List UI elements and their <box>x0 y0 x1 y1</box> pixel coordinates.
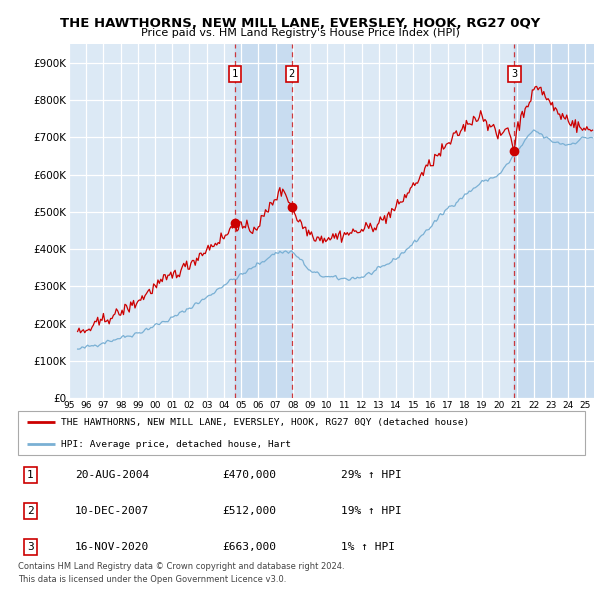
Text: THE HAWTHORNS, NEW MILL LANE, EVERSLEY, HOOK, RG27 0QY: THE HAWTHORNS, NEW MILL LANE, EVERSLEY, … <box>60 17 540 30</box>
FancyBboxPatch shape <box>18 411 585 455</box>
Text: 16-NOV-2020: 16-NOV-2020 <box>75 542 149 552</box>
Text: 3: 3 <box>27 542 34 552</box>
Text: 1% ↑ HPI: 1% ↑ HPI <box>341 542 395 552</box>
Text: 10-DEC-2007: 10-DEC-2007 <box>75 506 149 516</box>
Text: 2: 2 <box>27 506 34 516</box>
Bar <box>235 44 292 398</box>
Text: 19% ↑ HPI: 19% ↑ HPI <box>341 506 402 516</box>
Text: £512,000: £512,000 <box>222 506 276 516</box>
Text: Price paid vs. HM Land Registry's House Price Index (HPI): Price paid vs. HM Land Registry's House … <box>140 28 460 38</box>
Text: £470,000: £470,000 <box>222 470 276 480</box>
Text: Contains HM Land Registry data © Crown copyright and database right 2024.: Contains HM Land Registry data © Crown c… <box>18 562 344 571</box>
Text: This data is licensed under the Open Government Licence v3.0.: This data is licensed under the Open Gov… <box>18 575 286 584</box>
Text: 2: 2 <box>289 69 295 79</box>
Text: 1: 1 <box>27 470 34 480</box>
Text: £663,000: £663,000 <box>222 542 276 552</box>
Bar <box>514 44 594 398</box>
Text: 1: 1 <box>232 69 238 79</box>
Text: HPI: Average price, detached house, Hart: HPI: Average price, detached house, Hart <box>61 440 290 449</box>
Text: THE HAWTHORNS, NEW MILL LANE, EVERSLEY, HOOK, RG27 0QY (detached house): THE HAWTHORNS, NEW MILL LANE, EVERSLEY, … <box>61 418 469 427</box>
Text: 20-AUG-2004: 20-AUG-2004 <box>75 470 149 480</box>
Text: 3: 3 <box>511 69 518 79</box>
Text: 29% ↑ HPI: 29% ↑ HPI <box>341 470 402 480</box>
